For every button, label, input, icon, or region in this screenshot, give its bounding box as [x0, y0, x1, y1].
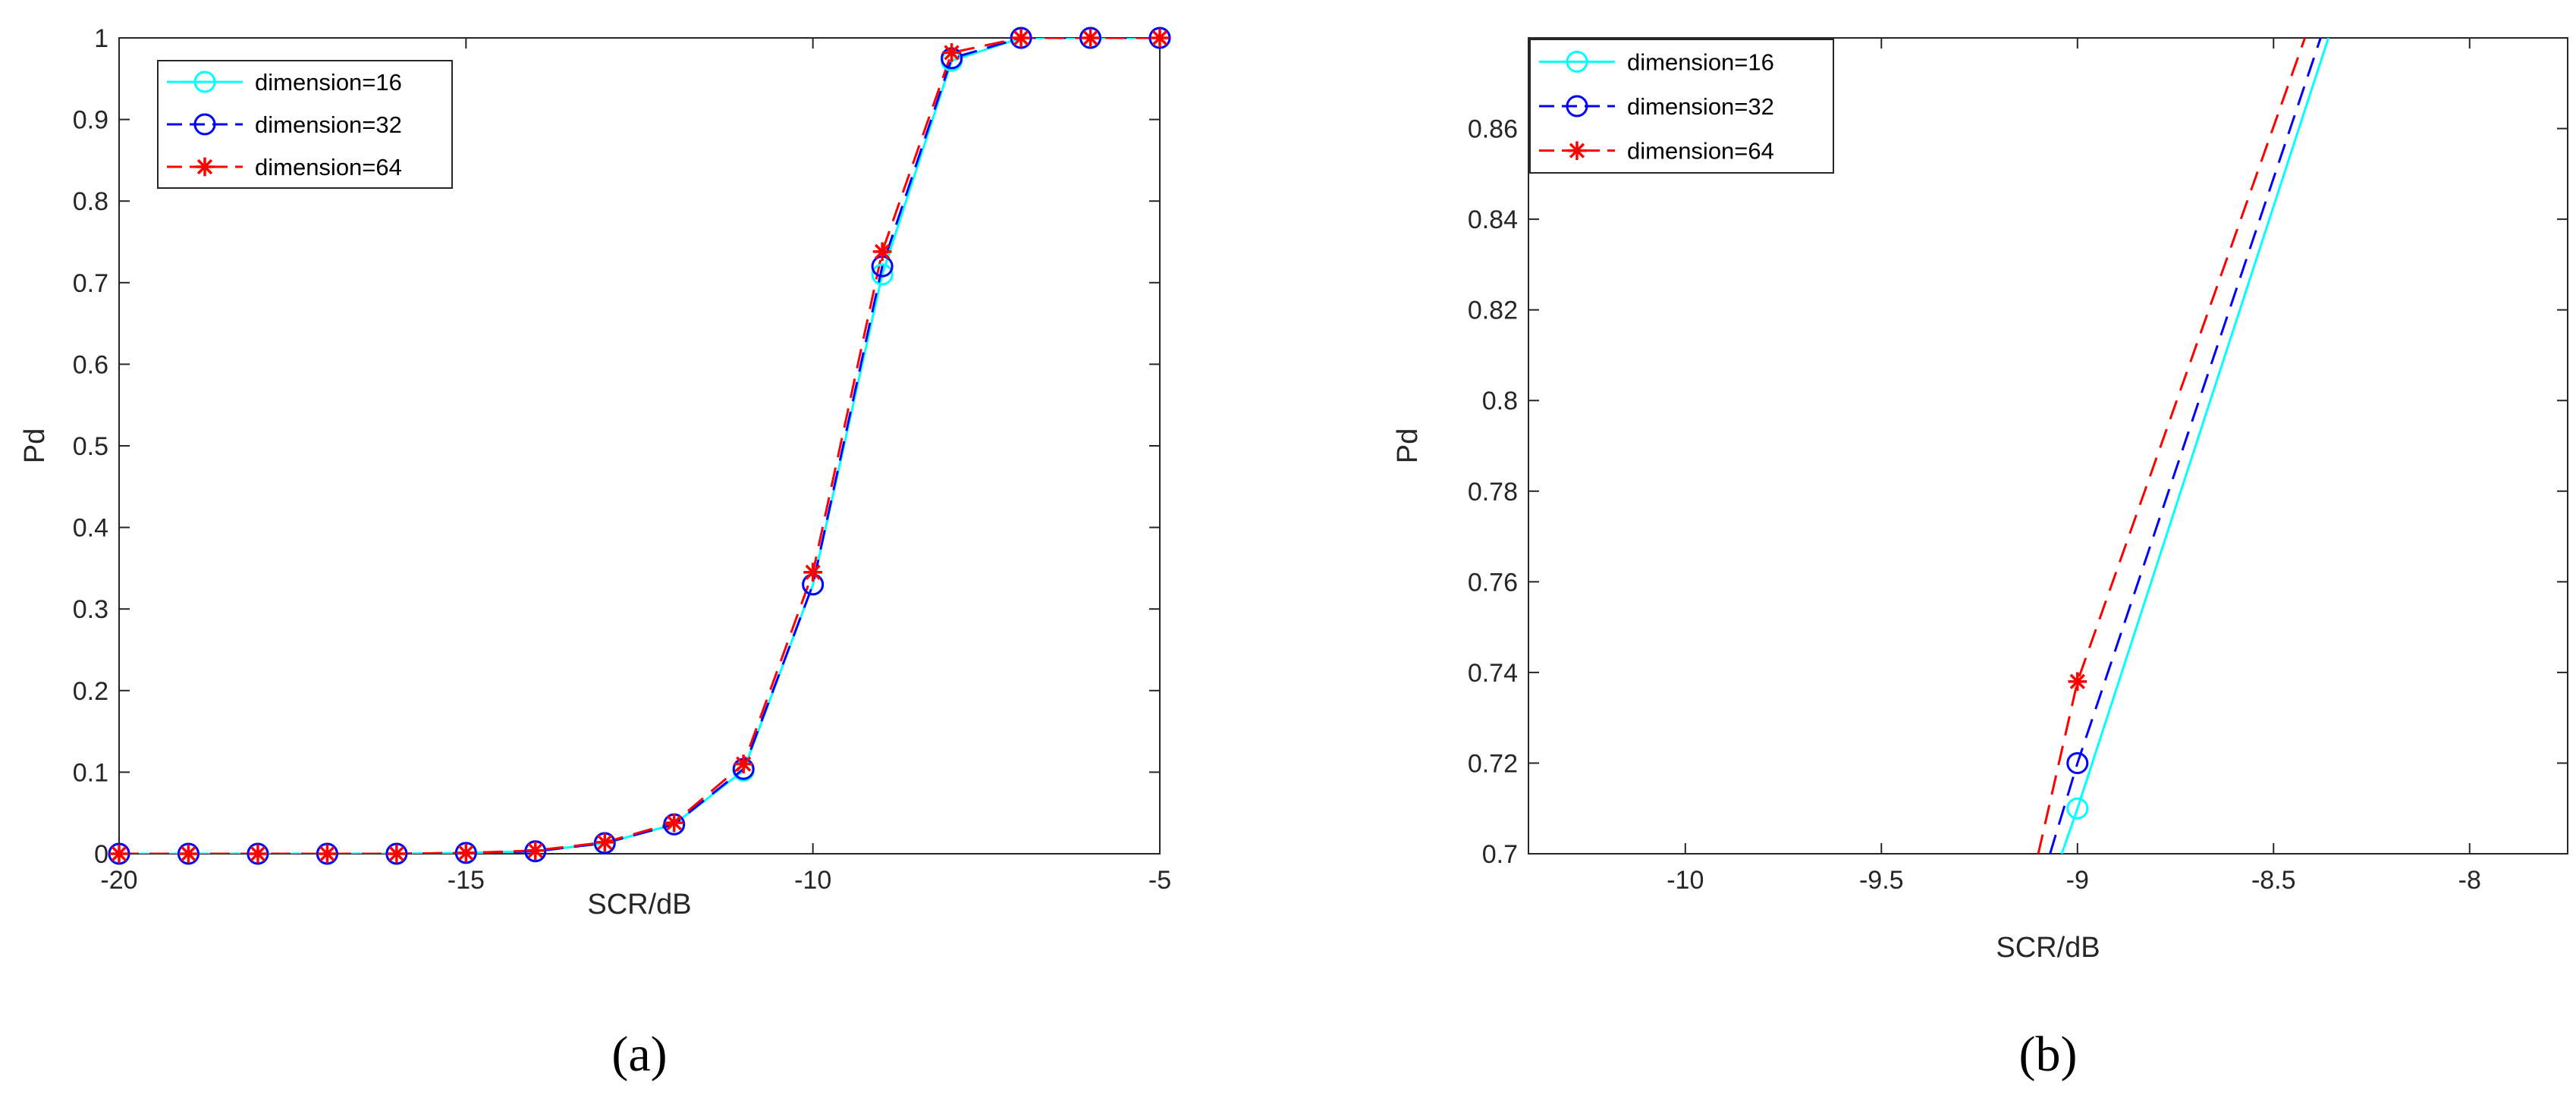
legend-label: dimension=64 — [1627, 138, 1774, 165]
x-axis-label-b: SCR/dB — [1996, 932, 2100, 964]
y-tick-label: 0.86 — [1468, 115, 1518, 144]
data-point-dimension=64 — [109, 844, 129, 864]
caption-b: (b) — [2019, 1027, 2078, 1082]
data-point-dimension=32 — [2066, 751, 2089, 774]
x-tick-label: -9.5 — [1859, 866, 1904, 895]
data-point-dimension=32 — [385, 842, 408, 865]
legend-marker — [1566, 95, 1588, 118]
data-point-dimension=32 — [108, 842, 130, 865]
y-tick-label: 0.3 — [73, 595, 108, 624]
x-tick-label: -10 — [794, 866, 831, 895]
y-tick-label: 0.72 — [1468, 749, 1518, 778]
series-lines-a — [119, 38, 1160, 854]
plot-area-b — [1528, 37, 2568, 855]
data-point-dimension=64 — [2068, 672, 2088, 691]
data-point-dimension=64 — [664, 813, 684, 833]
legend-label: dimension=16 — [255, 69, 402, 96]
data-point-dimension=32 — [1010, 27, 1032, 49]
data-point-dimension=32 — [247, 842, 269, 865]
chart-panel-a: -20 -15 -10 -5 0 0.1 0.2 0.3 0.4 0.5 0.6 0.7 0.8 0.9 1… — [19, 24, 1171, 1082]
data-point-dimension=64 — [526, 841, 545, 861]
data-point-dimension=64 — [387, 844, 407, 864]
data-point-dimension=64 — [803, 563, 823, 582]
y-tick-label: 0.8 — [73, 187, 108, 216]
x-tick-label: -15 — [448, 866, 485, 895]
y-tick-label: 0.6 — [73, 350, 108, 379]
y-axis-label-b: Pd — [1392, 428, 1424, 463]
legend-marker — [193, 71, 216, 93]
series-markers-b — [2066, 672, 2089, 820]
legend-marker — [195, 157, 215, 177]
data-point-dimension=64 — [872, 242, 892, 262]
data-point-dimension=64 — [734, 754, 753, 773]
series-line-dimension=32 — [119, 38, 1160, 854]
series-markers-a — [108, 27, 1171, 865]
data-point-dimension=32 — [454, 842, 477, 864]
series-lines-b — [2037, 38, 2330, 854]
y-tick-label: 1 — [94, 24, 108, 53]
legend-marker — [193, 113, 216, 136]
x-axis-label-a: SCR/dB — [587, 889, 691, 920]
y-tick-label: 0.5 — [73, 432, 108, 461]
data-point-dimension=32 — [316, 842, 338, 865]
data-point-dimension=64 — [1011, 28, 1031, 48]
x-tick-label: -5 — [1148, 866, 1171, 895]
x-tick-label: -8.5 — [2251, 866, 2296, 895]
y-tick-label: 0.2 — [73, 677, 108, 706]
data-point-dimension=64 — [942, 43, 961, 62]
data-point-dimension=16 — [2066, 797, 2089, 820]
y-tick-label: 0.7 — [73, 269, 108, 298]
y-tick-label: 0.8 — [1482, 387, 1518, 416]
axis-ticks-a: -20 -15 -10 -5 0 0.1 0.2 0.3 0.4 0.5 0.6 0.7 0.8 0.9 1 — [73, 24, 1171, 895]
chart-panel-b: -10 -9.5 -9 -8.5 -8 0.7 0.72 0.74 0.76 0.78 0.8 0.8… — [1392, 37, 2568, 1082]
data-point-dimension=64 — [1150, 28, 1170, 48]
y-tick-label: 0.82 — [1468, 296, 1518, 325]
data-point-dimension=64 — [318, 844, 337, 864]
y-tick-label: 0.9 — [73, 106, 108, 135]
legend-b: dimension=16 dimension=32 dimension=64 — [1529, 39, 1834, 174]
x-tick-label: -20 — [100, 866, 137, 895]
y-tick-label: 0.7 — [1482, 840, 1518, 869]
data-point-dimension=64 — [456, 843, 476, 863]
legend-label: dimension=64 — [255, 154, 402, 180]
data-point-dimension=64 — [248, 844, 268, 864]
x-tick-label: -8 — [2458, 866, 2481, 895]
y-axis-label-a: Pd — [19, 428, 51, 463]
data-point-dimension=32 — [1148, 27, 1171, 49]
data-point-dimension=16 — [871, 263, 894, 286]
x-tick-label: -9 — [2066, 866, 2089, 895]
legend-label: dimension=16 — [1627, 49, 1774, 75]
y-tick-label: 0.74 — [1468, 659, 1518, 688]
legend-a: dimension=16 dimension=32 dimension=64 — [157, 60, 453, 189]
data-point-dimension=32 — [177, 842, 199, 865]
legend-marker — [1567, 141, 1587, 161]
data-point-dimension=64 — [595, 833, 614, 852]
y-tick-label: 0 — [94, 840, 108, 869]
legend-label: dimension=32 — [1627, 93, 1774, 120]
y-tick-label: 0.76 — [1468, 568, 1518, 597]
y-tick-label: 0.78 — [1468, 478, 1518, 506]
axis-ticks-b: -10 -9.5 -9 -8.5 -8 0.7 0.72 0.74 0.76 0.78 0.8 0.8… — [1468, 38, 2568, 895]
legend-marker — [1566, 50, 1588, 73]
data-point-dimension=64 — [1081, 28, 1100, 48]
legend-label: dimension=32 — [255, 111, 402, 138]
caption-a: (a) — [611, 1027, 667, 1082]
x-tick-label: -10 — [1667, 866, 1704, 895]
series-line-dimension=16 — [2060, 38, 2330, 854]
data-point-dimension=64 — [179, 844, 198, 864]
y-tick-label: 0.4 — [73, 514, 108, 543]
y-tick-label: 0.1 — [73, 758, 108, 787]
data-point-dimension=32 — [1079, 27, 1102, 49]
series-line-dimension=32 — [2049, 38, 2322, 854]
series-line-dimension=64 — [119, 38, 1160, 854]
y-tick-label: 0.84 — [1468, 205, 1518, 234]
